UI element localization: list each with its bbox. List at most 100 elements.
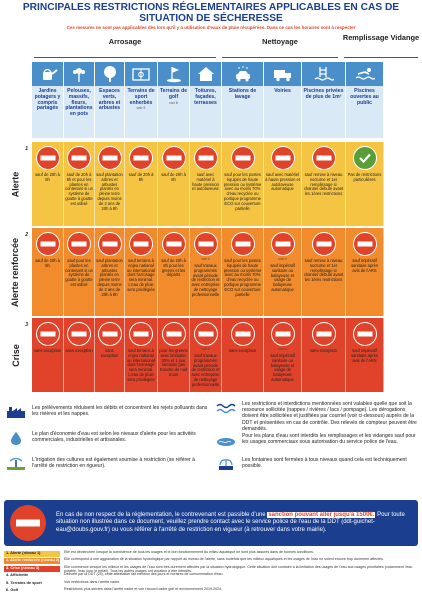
pond-icon bbox=[217, 438, 235, 446]
restriction-cell: sauf pour les plantes en contenant si un… bbox=[64, 228, 95, 316]
level-label-1: Alerte 1 bbox=[10, 146, 28, 197]
no-entry-icon bbox=[97, 146, 122, 170]
legend-desc: Délivrée par la DDT (25), cette attestat… bbox=[64, 572, 224, 577]
cell-text: Pas de restrictions particulières bbox=[347, 172, 382, 182]
page-title: Principales restrictions réglementaires … bbox=[22, 2, 400, 24]
cell-text: sauf pour les postes équipés de haute pr… bbox=[223, 258, 262, 297]
cell-text: sauf impératif sanitaire après avis de l… bbox=[351, 348, 378, 363]
note-left-2: Le plan d'économie d'eau est selon les n… bbox=[6, 431, 211, 445]
cell-text: pour les greens avec limitation 30% et 1… bbox=[159, 348, 188, 377]
cell-text: sauf travaux programmés avant période de… bbox=[191, 263, 220, 297]
cell-text: sauf de 20h à 8h bbox=[161, 172, 186, 182]
usage-note: voir 6 bbox=[169, 100, 178, 105]
legend-key: 2. Alerte renforcée (niveau 2) bbox=[4, 557, 60, 565]
cell-note: voir 4 bbox=[201, 257, 210, 261]
note-right-1: Les restrictions et interdictions mentio… bbox=[216, 401, 418, 432]
cell-text: sauf de 20h à 8h bbox=[35, 172, 60, 182]
restriction-cell: sauf remise à niveau nocturne et 1er rem… bbox=[302, 228, 346, 316]
category-divider bbox=[222, 57, 338, 58]
no-entry-icon bbox=[67, 146, 91, 170]
usage-label: Piscines privées de plus de 1m³ bbox=[303, 88, 344, 100]
usage-column-7: Stations de lavage bbox=[222, 62, 264, 138]
restriction-cell: sauf de 20h à 8h bbox=[158, 142, 190, 226]
restriction-cell: sauf impératif sanitaire après avis de l… bbox=[346, 318, 384, 392]
restriction-cell: sauf terrains à enjeu national ou intern… bbox=[125, 318, 158, 392]
note-left-3: L'irrigation des cultures est également … bbox=[6, 457, 211, 471]
legend-desc: Elle est déclenchée lorsque la coexisten… bbox=[64, 550, 314, 554]
note-left-1: Les prélèvements réduisent les débits et… bbox=[6, 405, 211, 419]
cell-text: sauf avec matériel à haute pression et a… bbox=[265, 172, 300, 192]
cell-note: voir 4 bbox=[201, 347, 210, 351]
restriction-cell: voir 4 sauf travaux programmés avant péri… bbox=[190, 318, 222, 392]
no-entry-icon bbox=[352, 322, 377, 346]
legend: 1. Alerte (niveau 1) Elle est déclenchée … bbox=[4, 550, 418, 595]
no-entry-icon bbox=[129, 232, 153, 256]
usage-column-3: Espaces verts, arbres et arbustes bbox=[95, 62, 125, 138]
factory-icon bbox=[7, 407, 25, 418]
restriction-cell: sans exception bbox=[32, 318, 64, 392]
category-divider bbox=[344, 57, 418, 58]
level-number: 1 bbox=[25, 146, 28, 152]
no-entry-icon bbox=[270, 322, 295, 346]
golf-icon bbox=[158, 62, 189, 86]
flower-icon bbox=[64, 62, 94, 86]
no-entry-icon bbox=[270, 146, 295, 170]
cell-text: sauf de 20h à 8h et pour les plantes en … bbox=[65, 172, 93, 206]
cell-note: voir 4 bbox=[278, 347, 287, 351]
usage-label: Terrains de golf voir 6 bbox=[159, 88, 188, 105]
restriction-cell: sauf avec matériel à haute pression et a… bbox=[264, 142, 302, 226]
restriction-cell: sauf remise à niveau nocturne et 1er rem… bbox=[302, 142, 346, 226]
restriction-cell: sans exception bbox=[222, 318, 264, 392]
legend-key: 1. Alerte (niveau 1) bbox=[4, 551, 60, 557]
cell-text: sauf impératif sanitaire ou balayeuse et… bbox=[270, 263, 295, 292]
usage-column-4: Terrains de sport enherbés voir 5 bbox=[125, 62, 158, 138]
watering-can-icon bbox=[32, 62, 63, 86]
restriction-cell: sauf de 20h à 8h et pour les plantes en … bbox=[64, 142, 95, 226]
no-entry-icon bbox=[97, 322, 122, 346]
legend-desc: Elle commence lorsque les milieux et les… bbox=[64, 564, 413, 573]
usage-column-1: Jardins potagers y compris partagés bbox=[32, 62, 64, 138]
no-entry-icon bbox=[129, 322, 153, 346]
usage-label: Jardins potagers y compris partagés bbox=[34, 88, 61, 112]
cell-text: sauf terrains à enjeu national ou intern… bbox=[127, 258, 155, 292]
cell-text: sans exception bbox=[33, 348, 62, 353]
note-right-3: Les fontaines sont fermées à tous niveau… bbox=[216, 457, 418, 471]
restriction-cell: sauf de 20h à 8h bbox=[32, 228, 64, 316]
sanction-amount: sanction pouvant aller jusqu'à 1500€. bbox=[267, 512, 376, 519]
cell-text: sauf pour les plantes en contenant si un… bbox=[65, 258, 93, 287]
category-divider bbox=[34, 57, 216, 58]
cell-text: sauf remise à niveau nocturne et 1er rem… bbox=[303, 172, 344, 197]
legend-desc: Restrictions plus strictes dans l'arrêté… bbox=[64, 586, 223, 591]
no-entry-icon bbox=[67, 232, 91, 256]
no-entry-icon bbox=[35, 146, 60, 170]
restriction-cell: sauf pour les postes équipés de haute pr… bbox=[222, 142, 264, 226]
no-entry-icon bbox=[352, 232, 377, 256]
no-entry-icon bbox=[129, 146, 153, 170]
legend-row: 4. Affichette Délivrée par la DDT (25), c… bbox=[4, 572, 418, 580]
no-entry-icon bbox=[35, 232, 60, 256]
usage-column-9: Piscines privées de plus de 1m³ bbox=[302, 62, 346, 138]
restriction-cell: Pas de restrictions particulières bbox=[346, 142, 384, 226]
legend-row: 1. Alerte (niveau 1) Elle est déclenchée … bbox=[4, 550, 418, 558]
no-entry-icon bbox=[311, 322, 336, 346]
cell-text: sauf de 20h à 8h pour les greens et les … bbox=[161, 258, 186, 278]
usage-label: Pelouses, massifs, fleurs, plantations e… bbox=[65, 88, 93, 118]
restriction-cell: sans exception bbox=[95, 318, 125, 392]
cell-text: sauf impératif sanitaire ou balayeuse et… bbox=[270, 353, 295, 382]
irrigation-icon bbox=[7, 457, 25, 470]
usage-column-10: Piscines ouvertes au public bbox=[346, 62, 384, 138]
restriction-cell: voir 4 sauf impératif sanitaire ou balaye… bbox=[264, 228, 302, 316]
restriction-cell: pour les greens avec limitation 30% et 1… bbox=[158, 318, 190, 392]
cell-text: sans exception bbox=[309, 348, 338, 353]
restriction-cell: voir 4 sauf impératif sanitaire ou balaye… bbox=[264, 318, 302, 392]
pool-icon bbox=[302, 62, 345, 86]
restriction-cell: sauf de 20h à 8h bbox=[125, 142, 158, 226]
swimmer-icon bbox=[346, 62, 383, 86]
no-entry-icon bbox=[193, 322, 218, 346]
fountain-icon bbox=[219, 459, 233, 470]
legend-row: 3. Crise (niveau 3) Elle commence lorsque… bbox=[4, 564, 418, 573]
restriction-cell: sauf plantation arbres et arbustes plant… bbox=[95, 142, 125, 226]
legend-row: 6. Golf Restrictions plus strictes dans l… bbox=[4, 586, 418, 595]
cell-text: sauf plantation arbres et arbustes plant… bbox=[96, 258, 123, 297]
cell-text: sauf pour les postes équipés de haute pr… bbox=[223, 172, 262, 211]
